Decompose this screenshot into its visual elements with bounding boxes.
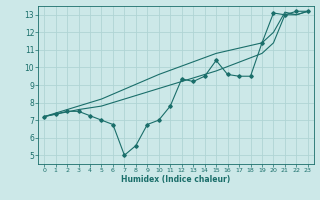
X-axis label: Humidex (Indice chaleur): Humidex (Indice chaleur) [121,175,231,184]
